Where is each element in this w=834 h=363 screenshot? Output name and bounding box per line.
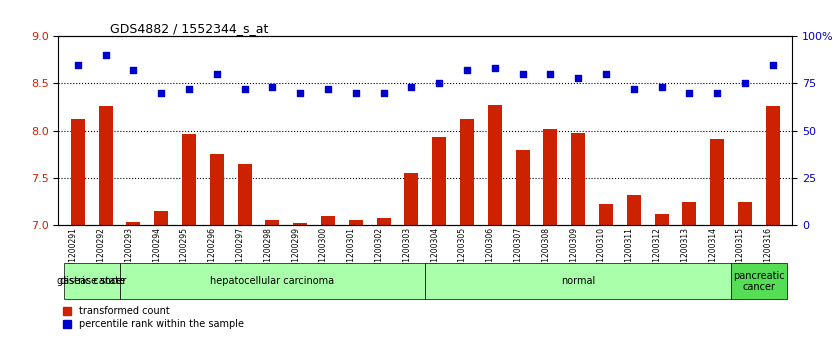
Bar [515,150,530,225]
Point [460,68,474,73]
Bar [544,129,557,225]
Point [655,84,668,90]
Point [571,75,585,81]
Point [238,86,251,92]
FancyBboxPatch shape [425,263,731,299]
Text: GSM1200293: GSM1200293 [124,227,133,278]
Bar [182,134,196,225]
Bar [210,154,224,225]
Text: GSM1200308: GSM1200308 [541,227,550,278]
FancyBboxPatch shape [731,263,786,299]
Text: GSM1200295: GSM1200295 [180,227,189,278]
Text: GSM1200301: GSM1200301 [347,227,356,278]
Point [766,62,780,68]
Bar [460,119,474,225]
Point [127,68,140,73]
Text: pancreatic
cancer: pancreatic cancer [733,270,785,292]
Bar [349,220,363,225]
Text: disease state: disease state [60,276,125,286]
Text: GSM1200305: GSM1200305 [458,227,467,278]
Point [544,71,557,77]
Text: GSM1200315: GSM1200315 [736,227,745,278]
Text: GSM1200312: GSM1200312 [653,227,661,278]
Text: normal: normal [561,276,595,286]
Bar [404,173,419,225]
Bar [321,216,335,225]
Bar [711,139,724,225]
Text: GSM1200300: GSM1200300 [319,227,328,278]
Text: GSM1200294: GSM1200294 [153,227,161,278]
Text: GSM1200309: GSM1200309 [570,227,578,278]
Point [627,86,641,92]
Legend: transformed count, percentile rank within the sample: transformed count, percentile rank withi… [63,306,244,329]
Text: gastric cancer: gastric cancer [57,276,127,286]
Text: GSM1200314: GSM1200314 [708,227,717,278]
Point [183,86,196,92]
Point [488,65,501,71]
Text: GSM1200313: GSM1200313 [681,227,690,278]
Text: GSM1200310: GSM1200310 [597,227,606,278]
Point [516,71,530,77]
FancyBboxPatch shape [64,263,119,299]
Bar [627,195,641,225]
Point [433,81,446,86]
Bar [571,132,585,225]
Point [210,71,224,77]
FancyBboxPatch shape [119,263,425,299]
Bar [265,220,279,225]
Bar [766,106,780,225]
Point [377,90,390,96]
Point [404,84,418,90]
Bar [294,223,307,225]
Point [321,86,334,92]
Text: GSM1200296: GSM1200296 [208,227,217,278]
Text: GSM1200306: GSM1200306 [486,227,495,278]
Point [683,90,696,96]
Text: GSM1200303: GSM1200303 [403,227,411,278]
Text: GSM1200298: GSM1200298 [264,227,273,278]
Bar [377,217,390,225]
Bar [238,164,252,225]
Bar [655,214,669,225]
Bar [71,119,85,225]
Point [738,81,751,86]
Point [600,71,613,77]
Text: GSM1200297: GSM1200297 [236,227,244,278]
Text: GSM1200311: GSM1200311 [625,227,634,278]
Bar [98,106,113,225]
Point [349,90,363,96]
Text: GSM1200302: GSM1200302 [374,227,384,278]
Point [711,90,724,96]
Text: GDS4882 / 1552344_s_at: GDS4882 / 1552344_s_at [110,22,268,35]
Text: GSM1200304: GSM1200304 [430,227,440,278]
Text: GSM1200316: GSM1200316 [764,227,773,278]
Bar [154,211,168,225]
Point [266,84,279,90]
Bar [599,204,613,225]
Text: GSM1200292: GSM1200292 [97,227,106,278]
Bar [127,222,140,225]
Bar [488,105,502,225]
Bar [738,203,752,225]
Bar [432,137,446,225]
Point [99,52,113,58]
Text: GSM1200291: GSM1200291 [69,227,78,278]
Text: GSM1200299: GSM1200299 [291,227,300,278]
Point [71,62,84,68]
Point [154,90,168,96]
Text: GSM1200307: GSM1200307 [514,227,523,278]
Point [294,90,307,96]
Text: hepatocellular carcinoma: hepatocellular carcinoma [210,276,334,286]
Bar [682,203,696,225]
